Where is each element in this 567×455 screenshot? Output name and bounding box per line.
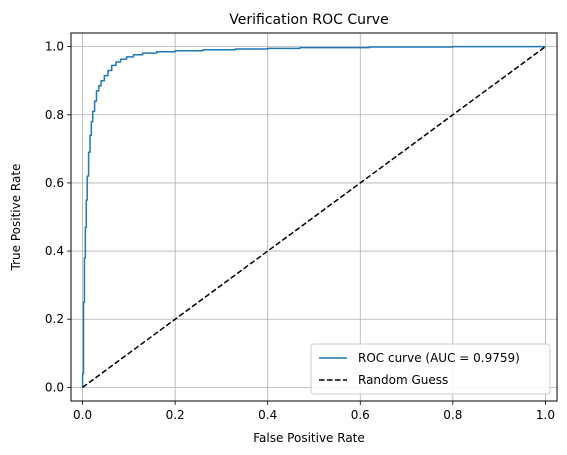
y-tick-label: 0.2: [45, 312, 64, 326]
chart-title: Verification ROC Curve: [229, 12, 388, 28]
y-tick-label: 0.8: [45, 108, 64, 122]
x-tick-label: 0.8: [443, 408, 462, 422]
axis-ticks: 0.0 0.2 0.4 0.6 0.8 1.0 0.0 0.2 0.4 0.6 0.8 1.0: [45, 40, 555, 422]
roc-curve-line: [81, 45, 546, 388]
plot-frame: [70, 32, 558, 402]
random-guess-line: [82, 46, 546, 388]
x-axis-label: False Positive Rate: [253, 431, 365, 445]
y-axis-label: True Positive Rate: [9, 164, 23, 272]
y-tick-label: 0.6: [45, 176, 64, 190]
legend-label-random: Random Guess: [358, 373, 448, 387]
x-tick-label: 0.4: [258, 408, 277, 422]
y-tick-label: 0.0: [45, 380, 64, 394]
grid-lines: [71, 33, 557, 401]
series-layer: [81, 45, 546, 388]
x-tick-label: 1.0: [536, 408, 555, 422]
legend-label-roc: ROC curve (AUC = 0.9759): [358, 351, 520, 365]
x-tick-label: 0.0: [73, 408, 92, 422]
legend: ROC curve (AUC = 0.9759) Random Guess: [310, 343, 551, 395]
y-tick-label: 0.4: [45, 244, 64, 258]
x-tick-label: 0.6: [351, 408, 370, 422]
legend-box: [310, 343, 551, 395]
y-tick-label: 1.0: [45, 40, 64, 54]
x-tick-label: 0.2: [166, 408, 185, 422]
